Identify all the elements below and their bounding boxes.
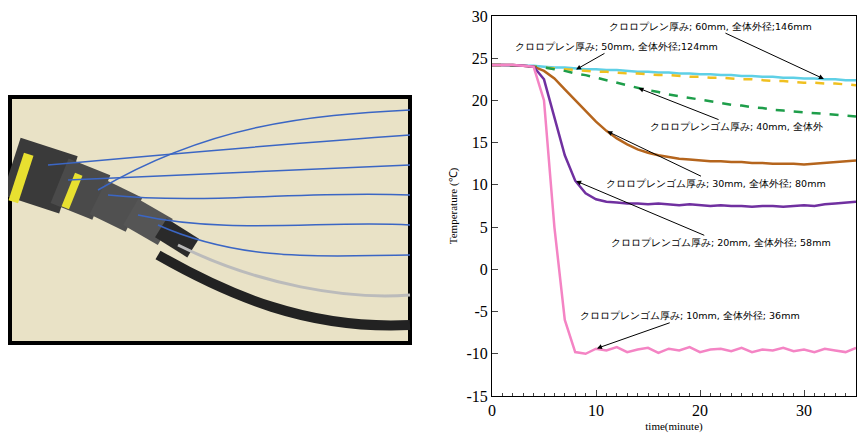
svg-text:0: 0: [480, 261, 488, 278]
svg-text:15: 15: [472, 134, 488, 151]
svg-text:20: 20: [472, 92, 488, 109]
svg-text:Temperature (℃): Temperature (℃): [447, 167, 460, 244]
svg-text:クロロプレンゴム厚み; 30mm, 全体外径; 80mm: クロロプレンゴム厚み; 30mm, 全体外径; 80mm: [606, 178, 826, 189]
svg-text:クロロプレン厚み; 60mm, 全体外径;146mm: クロロプレン厚み; 60mm, 全体外径;146mm: [609, 21, 812, 32]
svg-text:クロロプレン厚み; 50mm, 全体外径;124mm: クロロプレン厚み; 50mm, 全体外径;124mm: [515, 41, 718, 52]
svg-text:time(minute): time(minute): [645, 420, 703, 433]
svg-text:30: 30: [796, 402, 812, 419]
svg-text:クロロプレンゴム厚み; 40mm, 全体外: クロロプレンゴム厚み; 40mm, 全体外: [650, 121, 823, 132]
svg-text:0: 0: [488, 402, 496, 419]
svg-text:-15: -15: [466, 388, 487, 405]
svg-text:30: 30: [472, 8, 488, 25]
svg-text:-5: -5: [474, 303, 487, 320]
svg-text:クロロプレンゴム厚み; 20mm, 全体外径; 58mm: クロロプレンゴム厚み; 20mm, 全体外径; 58mm: [611, 237, 831, 248]
svg-text:25: 25: [472, 50, 488, 67]
svg-text:20: 20: [692, 402, 708, 419]
svg-text:10: 10: [472, 176, 488, 193]
svg-text:-10: -10: [466, 345, 487, 362]
svg-text:クロロプレンゴム厚み; 10mm, 全体外径; 36mm: クロロプレンゴム厚み; 10mm, 全体外径; 36mm: [580, 310, 800, 321]
svg-text:5: 5: [480, 219, 488, 236]
svg-text:10: 10: [588, 402, 604, 419]
